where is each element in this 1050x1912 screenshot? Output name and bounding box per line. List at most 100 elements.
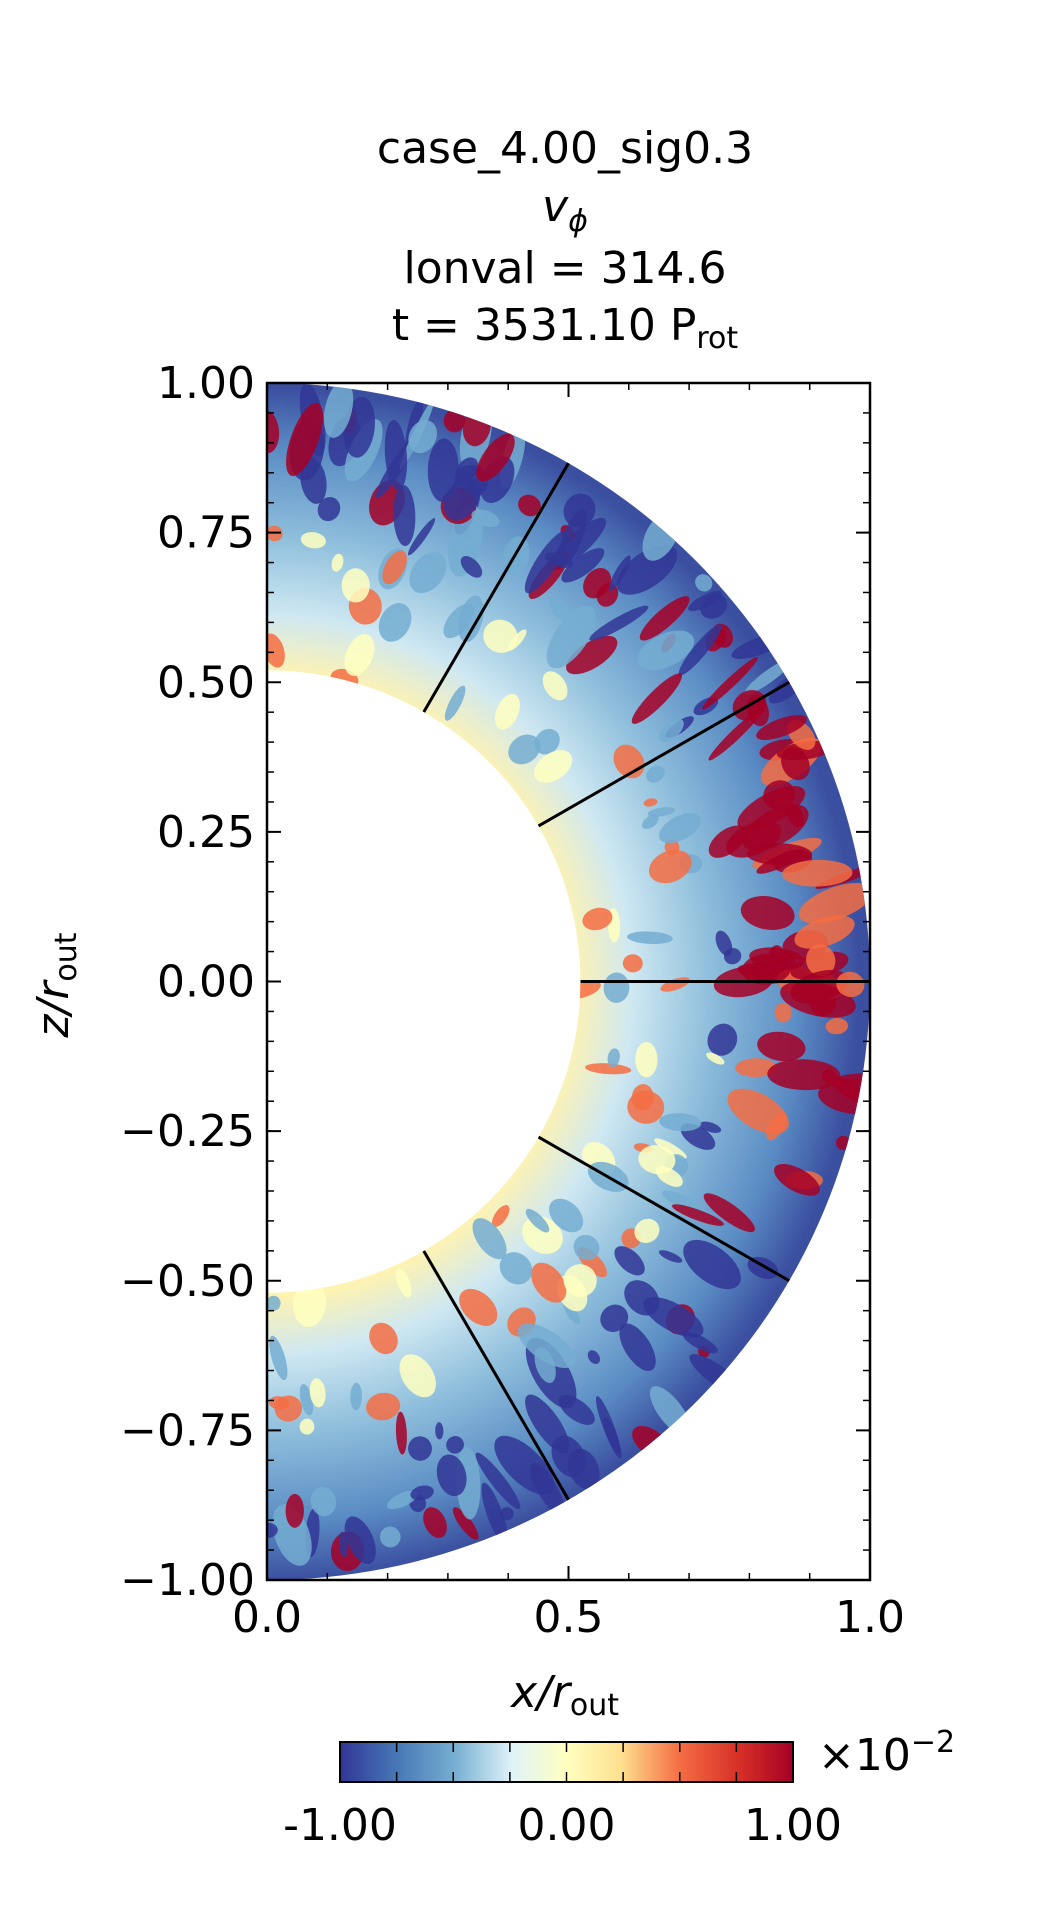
field-structure bbox=[794, 915, 855, 949]
x-axis-label: x/rout bbox=[509, 1667, 619, 1723]
time-label: t = 3531.10 Prot bbox=[392, 300, 739, 356]
latitude-line bbox=[422, 1250, 570, 1501]
field-structure bbox=[589, 605, 649, 641]
colorbar-tick-label: 1.00 bbox=[744, 1800, 842, 1851]
field-structure bbox=[384, 420, 408, 491]
field-structure bbox=[267, 1295, 281, 1311]
y-tick-label: 0.25 bbox=[157, 807, 255, 858]
quantity-base: v bbox=[542, 181, 569, 232]
field-structure bbox=[558, 1395, 595, 1425]
field-structure bbox=[661, 1190, 705, 1214]
field-structure bbox=[563, 493, 596, 528]
field-structure bbox=[790, 969, 849, 1004]
field-structure bbox=[703, 1193, 755, 1233]
field-structure bbox=[627, 931, 673, 945]
field-structure bbox=[408, 1436, 432, 1461]
field-structure bbox=[331, 553, 344, 572]
y-tick-label: −0.75 bbox=[120, 1405, 255, 1456]
y-tick-label: −0.25 bbox=[120, 1106, 255, 1157]
field-structure bbox=[561, 548, 605, 583]
field-structure bbox=[614, 1246, 645, 1276]
field-structure bbox=[646, 765, 665, 783]
field-structure bbox=[499, 1507, 514, 1521]
field-structure bbox=[310, 1487, 337, 1517]
field-structure bbox=[678, 624, 722, 676]
y-tick-label: 0.50 bbox=[157, 657, 255, 708]
time-prefix: t = 3531.10 P bbox=[392, 300, 697, 351]
field-structure bbox=[636, 630, 695, 671]
field-structure bbox=[825, 1018, 849, 1035]
field-structure bbox=[300, 457, 327, 504]
field-structure bbox=[269, 1335, 288, 1381]
field-structure bbox=[688, 591, 722, 612]
field-structure bbox=[782, 859, 853, 887]
field-structure bbox=[427, 438, 459, 502]
field-structure bbox=[446, 1436, 464, 1454]
field-structure bbox=[472, 1218, 507, 1260]
colorbar-ticks bbox=[339, 1742, 794, 1782]
field-structure bbox=[525, 1208, 550, 1233]
field-structure bbox=[341, 568, 370, 603]
latitude-line bbox=[537, 1135, 790, 1283]
x-tick-label: 1.0 bbox=[835, 1592, 905, 1643]
field-structure bbox=[658, 813, 701, 844]
field-structure bbox=[607, 1048, 620, 1068]
axis-ticks bbox=[266, 382, 871, 1581]
field-structure bbox=[806, 944, 836, 977]
field-structure bbox=[655, 1165, 683, 1187]
field-structure bbox=[410, 1485, 434, 1501]
field-structure bbox=[460, 556, 483, 578]
field-structure bbox=[622, 954, 643, 973]
latitude-line bbox=[537, 680, 790, 828]
field-structure bbox=[546, 605, 596, 669]
field-structure bbox=[286, 402, 324, 477]
field-structure bbox=[366, 1392, 401, 1421]
field-structure bbox=[299, 1418, 315, 1435]
field-structure bbox=[436, 1454, 467, 1497]
field-structure bbox=[481, 1482, 509, 1546]
field-structure bbox=[379, 1526, 401, 1548]
field-structure bbox=[267, 633, 285, 668]
field-structure bbox=[423, 1507, 447, 1538]
field-structure bbox=[659, 718, 684, 742]
field-structure bbox=[643, 1296, 704, 1338]
y-tick-labels: 1.00 0.75 0.50 0.25 0.00 −0.25 −0.50 −0.75 −1.00 bbox=[120, 358, 255, 1606]
field-structure bbox=[534, 750, 573, 783]
field-structure bbox=[492, 1205, 510, 1227]
y-tick-label: 0.75 bbox=[157, 508, 255, 559]
field-structure bbox=[534, 1347, 556, 1383]
field-structure bbox=[534, 728, 560, 755]
field-structure bbox=[707, 1023, 738, 1056]
time-subscript: rot bbox=[696, 321, 738, 356]
field-structure bbox=[631, 673, 682, 724]
field-structure bbox=[458, 595, 484, 643]
field-structure bbox=[584, 1063, 632, 1075]
field-structure bbox=[768, 945, 784, 965]
field-structure bbox=[737, 785, 806, 830]
colorbar-multiplier: ×10−2 bbox=[818, 1725, 955, 1781]
field-structure bbox=[378, 603, 412, 642]
field-structure bbox=[583, 568, 612, 599]
x-axis-label-base: x/r bbox=[509, 1667, 573, 1718]
colorbar-multiplier-base: ×10 bbox=[818, 1730, 911, 1781]
field-structure bbox=[706, 1052, 725, 1065]
field-structure bbox=[798, 882, 870, 924]
x-tick-label: 0.0 bbox=[232, 1592, 302, 1643]
colorbar-multiplier-exponent: −2 bbox=[911, 1725, 955, 1760]
colorbar-tick-label: 0.00 bbox=[518, 1800, 616, 1851]
field-structure bbox=[323, 383, 354, 438]
field-structure bbox=[695, 574, 713, 592]
field-structure bbox=[508, 629, 527, 651]
field-structure bbox=[735, 1058, 777, 1078]
field-structure bbox=[395, 1411, 407, 1455]
field-structure bbox=[344, 634, 375, 676]
field-structure bbox=[683, 1239, 741, 1290]
field-structure bbox=[774, 1163, 820, 1196]
velocity-field bbox=[267, 383, 870, 1580]
field-structure bbox=[643, 798, 658, 807]
x-axis-label-subscript: out bbox=[570, 1688, 619, 1723]
field-structure bbox=[475, 1452, 521, 1510]
field-structure bbox=[634, 1218, 660, 1244]
quantity-label: vϕ bbox=[542, 181, 588, 239]
